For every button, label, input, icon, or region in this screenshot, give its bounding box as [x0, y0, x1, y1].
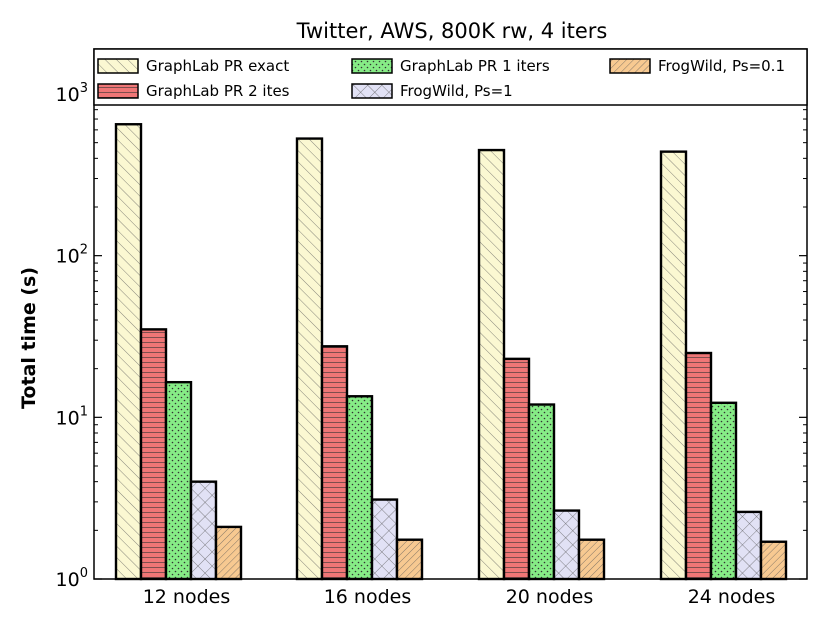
legend-swatch-graphlab-2-ites [97, 83, 139, 99]
legend-label-graphlab-2-ites: GraphLab PR 2 ites [146, 82, 290, 100]
y-tick-label: 100 [56, 566, 88, 591]
bar-graphlab-pr-exact-12-nodes [114, 123, 143, 581]
legend-box [93, 48, 808, 106]
y-tick-label: 101 [56, 404, 88, 429]
bars [114, 123, 788, 581]
legend-label-frogwild-ps01: FrogWild, Ps=0.1 [658, 57, 785, 75]
bar-graphlab-pr-2-ites-20-nodes [502, 357, 531, 581]
x-tick-label: 24 nodes [688, 586, 776, 608]
bar-graphlab-pr-2-ites-24-nodes [684, 351, 713, 581]
bar-graphlab-pr-1-iters-20-nodes [527, 403, 556, 581]
legend-swatch-graphlab-exact [97, 58, 139, 74]
bar-graphlab-pr-2-ites-12-nodes [139, 328, 168, 581]
y-axis-label: Total time (s) [18, 267, 40, 409]
legend-swatch-graphlab-1-iters [351, 58, 393, 74]
legend: GraphLab PR exact GraphLab PR 2 ites Gra… [93, 48, 808, 106]
bar-frogwild-ps-0-1-24-nodes [759, 540, 788, 581]
legend-swatch-frogwild-ps01 [609, 58, 651, 74]
x-axis-labels: 12 nodes 16 nodes 20 nodes 24 nodes [143, 586, 776, 608]
legend-swatch-frogwild-ps1 [351, 83, 393, 99]
y-tick-label: 103 [56, 81, 88, 106]
x-tick-label: 12 nodes [143, 586, 231, 608]
bar-frogwild-ps-0-1-20-nodes [577, 538, 606, 581]
bar-frogwild-ps-0-1-16-nodes [395, 538, 424, 581]
bar-graphlab-pr-1-iters-16-nodes [345, 395, 374, 581]
bar-frogwild-ps-0-1-12-nodes [214, 525, 243, 581]
x-tick-label: 16 nodes [324, 586, 412, 608]
bar-graphlab-pr-2-ites-16-nodes [320, 345, 349, 581]
bar-graphlab-pr-exact-24-nodes [659, 150, 688, 581]
bar-frogwild-ps-1-24-nodes [734, 510, 763, 581]
bar-graphlab-pr-1-iters-12-nodes [164, 380, 193, 581]
x-tick-label: 20 nodes [506, 586, 594, 608]
bar-frogwild-ps-1-12-nodes [189, 480, 218, 581]
bar-graphlab-pr-exact-20-nodes [477, 148, 506, 581]
bar-graphlab-pr-1-iters-24-nodes [709, 401, 738, 581]
legend-label-graphlab-exact: GraphLab PR exact [146, 57, 289, 75]
legend-label-graphlab-1-iters: GraphLab PR 1 iters [400, 57, 550, 75]
bar-graphlab-pr-exact-16-nodes [295, 137, 324, 581]
chart-title: Twitter, AWS, 800K rw, 4 iters [296, 19, 608, 43]
y-tick-label: 102 [56, 243, 88, 268]
y-axis-ticks: 100 101 102 103 [56, 81, 807, 591]
legend-label-frogwild-ps1: FrogWild, Ps=1 [400, 82, 513, 100]
bar-frogwild-ps-1-20-nodes [552, 509, 581, 581]
bar-frogwild-ps-1-16-nodes [370, 498, 399, 581]
